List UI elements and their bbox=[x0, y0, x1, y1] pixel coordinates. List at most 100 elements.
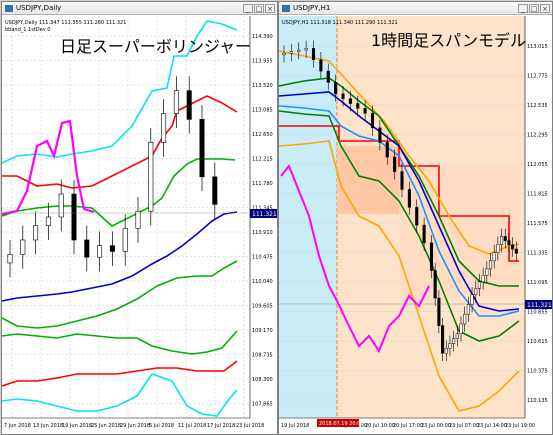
hourly-candle-body bbox=[363, 108, 367, 114]
daily-price-tick: 111.345 bbox=[252, 206, 273, 212]
hourly-candle-body bbox=[448, 343, 452, 349]
daily-time-tick: 7 Jun 2018 bbox=[4, 423, 31, 429]
daily-price-tick: 113.085 bbox=[252, 108, 273, 114]
daily-candle-body bbox=[161, 113, 167, 143]
hourly-info-line: USDJPY,H1 111.318 111.340 111.290 111.32… bbox=[282, 20, 398, 26]
hourly-heading: 1時間足スパンモデル bbox=[371, 31, 526, 50]
hourly-time-tick: 19 Jul 2018 bbox=[281, 423, 309, 429]
daily-lower3-band bbox=[2, 373, 238, 417]
hourly-candle-body bbox=[507, 240, 511, 246]
daily-price-tick: 111.780 bbox=[252, 181, 273, 187]
hourly-candle-body bbox=[319, 59, 323, 72]
hourly-chart-titlebar[interactable]: USDJPY,H1 _ □ × bbox=[279, 2, 552, 15]
hourly-blue-line bbox=[279, 91, 520, 312]
daily-candle-body bbox=[71, 193, 77, 241]
daily-upper3-band bbox=[2, 20, 238, 164]
hourly-candle-body bbox=[496, 244, 500, 253]
hourly-price-tick: 110.375 bbox=[527, 369, 548, 375]
hourly-price-tick: 110.135 bbox=[527, 398, 548, 404]
hourly-price-tick: 112.295 bbox=[527, 133, 548, 139]
hourly-candle-body bbox=[477, 281, 481, 289]
daily-candle-body bbox=[199, 119, 205, 178]
daily-time-tick: 13 Jun 2018 bbox=[33, 423, 63, 429]
hourly-price-tick: 111.335 bbox=[527, 251, 548, 257]
daily-candle-body bbox=[45, 216, 51, 226]
hourly-candle-body bbox=[463, 314, 467, 325]
hourly-candle-body bbox=[385, 142, 389, 158]
daily-price-tick: 112.650 bbox=[252, 132, 273, 138]
hourly-candle-body bbox=[341, 93, 345, 99]
hourly-candle-body bbox=[474, 288, 478, 296]
hourly-time-tick: 20 Jul 17:00 bbox=[393, 423, 423, 429]
hourly-candle-body bbox=[326, 70, 330, 83]
daily-chart-titlebar[interactable]: USDJPY,Daily _ □ × bbox=[2, 2, 277, 15]
maximize-button[interactable]: □ bbox=[254, 4, 264, 13]
hourly-candle-body bbox=[441, 325, 445, 354]
daily-candle-body bbox=[20, 239, 26, 255]
hourly-candle-body bbox=[400, 171, 404, 190]
close-button[interactable]: × bbox=[540, 4, 550, 13]
hourly-candle-body bbox=[511, 244, 515, 250]
daily-candle-body bbox=[122, 228, 128, 252]
hourly-highlight-label-box bbox=[317, 419, 359, 427]
daily-super-bollinger-chart[interactable]: 114.390 113.955 113.520 113.085 112.650 112.2… bbox=[2, 16, 277, 434]
hourly-candle-body bbox=[407, 189, 411, 208]
daily-candle-body bbox=[173, 90, 179, 114]
daily-price-tick: 113.955 bbox=[252, 59, 273, 65]
minimize-button[interactable]: _ bbox=[243, 4, 253, 13]
hourly-price-tick: 112.535 bbox=[527, 103, 548, 109]
daily-middle-line bbox=[2, 211, 238, 302]
hourly-candle-body bbox=[488, 260, 493, 270]
hourly-candle-body bbox=[282, 53, 286, 56]
daily-time-tick: 29 Jun 2018 bbox=[120, 423, 150, 429]
hourly-price-tick: 112.055 bbox=[527, 162, 548, 168]
daily-time-tick: 5 Jul 2018 bbox=[149, 423, 174, 429]
hourly-candle-body bbox=[348, 98, 352, 104]
hourly-candle-body bbox=[370, 113, 375, 129]
hourly-candle-body bbox=[503, 236, 507, 241]
hourly-candle-body bbox=[311, 48, 316, 61]
hourly-candle-body bbox=[289, 51, 293, 54]
daily-candle-body bbox=[33, 225, 39, 241]
daily-candle-body bbox=[58, 193, 64, 218]
hourly-price-tick: 111.815 bbox=[527, 192, 548, 198]
daily-info-line: USDJPY,Daily 111.347 111.355 111.280 111… bbox=[5, 20, 126, 26]
daily-heading: 日足スーパーボリンジャー bbox=[60, 37, 251, 56]
maximize-button[interactable]: □ bbox=[529, 4, 539, 13]
hourly-lagging-span bbox=[280, 164, 430, 354]
hourly-red-span bbox=[279, 125, 519, 262]
daily-chart-window[interactable]: USDJPY,Daily _ □ × 114.390 113.955 113.520… bbox=[1, 1, 278, 435]
hourly-candle-body bbox=[455, 333, 459, 339]
hourly-chart-window[interactable]: USDJPY,H1 _ □ × 113.015 112.775 112.535 112… bbox=[278, 1, 553, 435]
hourly-time-tick: 23 Jul 07:00 bbox=[449, 423, 479, 429]
hourly-time-tick: 23 Jul 19:00 bbox=[505, 423, 535, 429]
daily-price-tick: 108.300 bbox=[252, 377, 273, 383]
hourly-current-price: 111.321 bbox=[527, 302, 552, 309]
hourly-candle-body bbox=[514, 248, 518, 254]
daily-lower-trend-line bbox=[2, 360, 238, 387]
hourly-blue-zone bbox=[279, 16, 337, 418]
daily-lower2-band bbox=[2, 330, 238, 355]
daily-price-tick: 112.215 bbox=[252, 157, 273, 163]
hourly-price-tick: 110.615 bbox=[527, 339, 548, 345]
daily-plot-area bbox=[2, 16, 250, 418]
hourly-candle-body bbox=[466, 304, 470, 315]
daily-time-tick: 17 Jul 2018 bbox=[207, 423, 235, 429]
daily-indicator-line: bband_1 1stDev 0 bbox=[5, 27, 50, 33]
daily-candle-body bbox=[212, 176, 218, 205]
daily-window-title: USDJPY,Daily bbox=[16, 4, 62, 12]
daily-price-tick: 110.040 bbox=[252, 279, 273, 285]
close-button[interactable]: × bbox=[265, 4, 275, 13]
hourly-window-title: USDJPY,H1 bbox=[293, 4, 331, 12]
hourly-candle-body bbox=[304, 48, 308, 51]
hourly-candle-body bbox=[500, 236, 504, 245]
daily-price-tick: 114.390 bbox=[252, 34, 273, 40]
hourly-candle-body bbox=[356, 103, 360, 109]
daily-candle-body bbox=[109, 245, 115, 252]
daily-price-tick: 107.865 bbox=[252, 402, 273, 408]
minimize-button[interactable]: _ bbox=[518, 4, 528, 13]
hourly-upper-orange bbox=[279, 50, 520, 255]
hourly-price-tick: 111.575 bbox=[527, 221, 548, 227]
hourly-span-model-chart[interactable]: 113.015 112.775 112.535 112.295 112.055 111.8… bbox=[279, 16, 552, 434]
